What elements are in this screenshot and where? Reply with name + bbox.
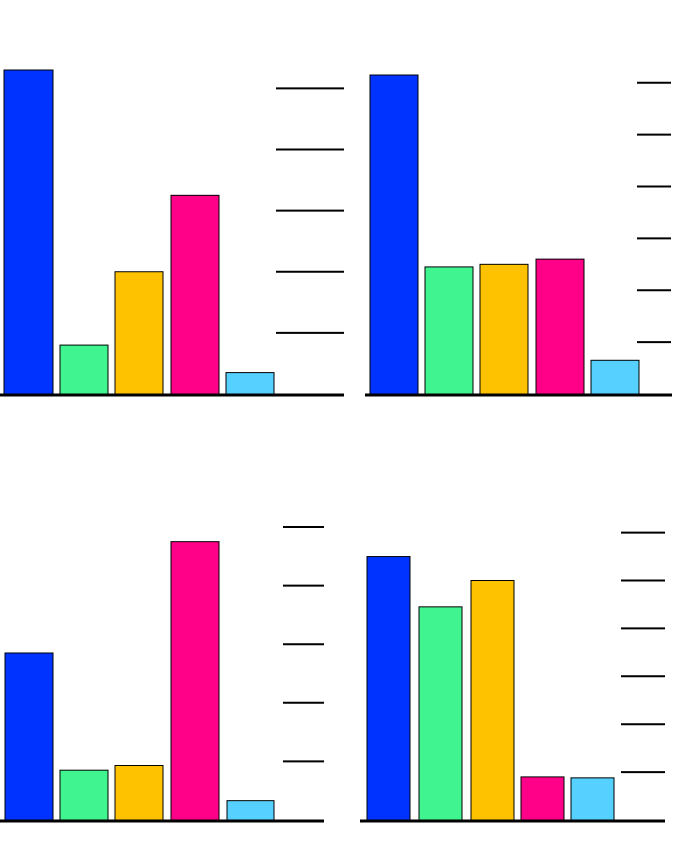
- bar-3: [479, 263, 529, 395]
- bar-5: [570, 777, 615, 821]
- bar-3: [114, 765, 164, 821]
- chart-panel-2: [365, 74, 672, 397]
- chart-panel-4: [360, 531, 665, 823]
- bar-1: [369, 74, 419, 395]
- bar-2: [59, 769, 109, 821]
- bar-1: [3, 69, 54, 395]
- bar-3: [114, 271, 164, 395]
- bar-1: [4, 652, 54, 821]
- bar-2: [59, 344, 109, 395]
- bar-5: [225, 372, 275, 395]
- bar-2: [418, 606, 463, 821]
- bar-4: [520, 776, 565, 821]
- bar-5: [226, 800, 275, 821]
- bar-5: [590, 359, 640, 395]
- bar-4: [170, 541, 220, 821]
- bar-4: [170, 194, 220, 395]
- bar-3: [470, 580, 515, 821]
- chart-panel-3: [0, 526, 324, 823]
- bar-1: [366, 556, 411, 821]
- bar-2: [424, 266, 474, 395]
- bar-4: [535, 258, 585, 395]
- chart-panel-1: [0, 69, 344, 397]
